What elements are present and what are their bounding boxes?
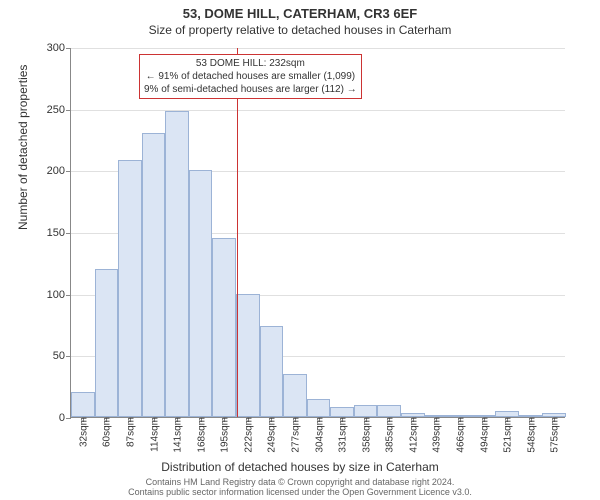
histogram-bar <box>165 111 189 417</box>
xtick-label: 195sqm <box>218 417 231 453</box>
xtick-label: 494sqm <box>477 417 490 453</box>
xtick-label: 385sqm <box>383 417 396 453</box>
xtick-label: 60sqm <box>100 417 113 447</box>
histogram-bar <box>260 326 284 417</box>
title-sub: Size of property relative to detached ho… <box>0 21 600 41</box>
histogram-bar <box>189 170 213 417</box>
gridline <box>71 110 565 111</box>
xtick-label: 141sqm <box>171 417 184 453</box>
footer-attribution: Contains HM Land Registry data © Crown c… <box>0 477 600 498</box>
xtick-label: 168sqm <box>194 417 207 453</box>
title-main: 53, DOME HILL, CATERHAM, CR3 6EF <box>0 0 600 21</box>
xtick-label: 466sqm <box>453 417 466 453</box>
xtick-label: 87sqm <box>123 417 136 447</box>
histogram-bar <box>283 374 307 417</box>
histogram-bar <box>330 407 354 417</box>
ytick-label: 100 <box>47 289 71 301</box>
histogram-bar <box>142 133 166 417</box>
footer-line-1: Contains HM Land Registry data © Crown c… <box>0 477 600 487</box>
gridline <box>71 48 565 49</box>
xtick-label: 521sqm <box>501 417 514 453</box>
ytick-label: 50 <box>53 350 71 362</box>
histogram-bar <box>95 269 119 417</box>
ytick-label: 300 <box>47 42 71 54</box>
xtick-label: 548sqm <box>524 417 537 453</box>
xtick-label: 358sqm <box>359 417 372 453</box>
histogram-bar <box>236 294 260 417</box>
histogram-bar <box>354 405 378 417</box>
xtick-label: 222sqm <box>241 417 254 453</box>
histogram-bar <box>377 405 401 417</box>
annotation-line-3: 9% of semi-detached houses are larger (1… <box>144 83 357 96</box>
footer-line-2: Contains public sector information licen… <box>0 487 600 497</box>
annotation-line-2: ← 91% of detached houses are smaller (1,… <box>144 70 357 83</box>
property-marker-line <box>237 48 238 417</box>
xtick-label: 412sqm <box>406 417 419 453</box>
annotation-line-1: 53 DOME HILL: 232sqm <box>144 57 357 70</box>
annotation-box: 53 DOME HILL: 232sqm← 91% of detached ho… <box>139 54 362 99</box>
plot-area: 05010015020025030032sqm60sqm87sqm114sqm1… <box>70 48 565 418</box>
histogram-bar <box>71 392 95 417</box>
ytick-label: 200 <box>47 165 71 177</box>
x-axis-label: Distribution of detached houses by size … <box>0 460 600 474</box>
y-axis-label: Number of detached properties <box>16 65 30 230</box>
xtick-label: 439sqm <box>430 417 443 453</box>
xtick-label: 575sqm <box>548 417 561 453</box>
xtick-label: 32sqm <box>76 417 89 447</box>
xtick-label: 331sqm <box>336 417 349 453</box>
ytick-label: 0 <box>59 412 71 424</box>
ytick-label: 250 <box>47 104 71 116</box>
ytick-label: 150 <box>47 227 71 239</box>
histogram-bar <box>212 238 236 417</box>
xtick-label: 304sqm <box>312 417 325 453</box>
histogram-bar <box>307 399 331 418</box>
xtick-label: 249sqm <box>265 417 278 453</box>
histogram-bar <box>118 160 142 417</box>
xtick-label: 277sqm <box>288 417 301 453</box>
xtick-label: 114sqm <box>147 417 160 452</box>
